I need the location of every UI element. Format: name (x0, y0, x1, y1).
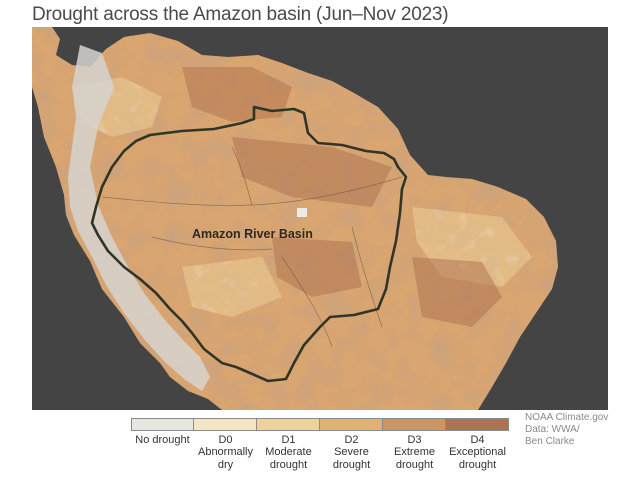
basin-label: Amazon River Basin (192, 227, 313, 241)
legend-code: D0 (218, 434, 233, 446)
rivers (101, 146, 403, 348)
legend-description: Abnormally dry (197, 446, 254, 471)
land-mass (32, 27, 558, 410)
legend-description: Severe drought (332, 446, 371, 471)
legend-swatch (383, 418, 446, 431)
credit-line: NOAA Climate.gov (525, 412, 609, 423)
credit-line: Ben Clarke (525, 436, 575, 447)
legend-code: D4 (470, 434, 485, 446)
legend-code: D3 (407, 434, 422, 446)
legend-item: D3 Extreme drought (383, 418, 446, 472)
legend-swatch (194, 418, 257, 431)
legend-swatch (131, 418, 194, 431)
legend-code: D1 (281, 434, 296, 446)
lake-marker (297, 208, 307, 217)
legend: No drought D0 Abnormally dry D1 Moderate dro… (131, 418, 509, 472)
map-svg (32, 27, 558, 410)
legend-code: D2 (344, 434, 359, 446)
legend-description: No drought (135, 434, 190, 446)
legend-swatch (257, 418, 320, 431)
legend-item: D0 Abnormally dry (194, 418, 257, 472)
credit-line: Data: WWA/ (525, 424, 580, 435)
legend-swatch (446, 418, 509, 431)
credit: NOAA Climate.gov Data: WWA/ Ben Clarke (525, 412, 608, 448)
tributary-2 (281, 256, 333, 348)
central-dark-area (232, 137, 502, 327)
tributary-3 (351, 226, 383, 328)
legend-item: D1 Moderate drought (257, 418, 320, 472)
tributary-4 (231, 146, 253, 206)
legend-description: Exceptional drought (449, 446, 506, 471)
legend-item: No drought (131, 418, 194, 472)
legend-description: Extreme drought (394, 446, 435, 471)
drought-map (32, 27, 608, 410)
andes-highlands (68, 45, 210, 391)
legend-description: Moderate drought (265, 446, 312, 471)
basin-outline (90, 105, 408, 383)
map-title: Drought across the Amazon basin (Jun–Nov… (32, 4, 449, 25)
tributary-1 (151, 236, 273, 251)
legend-item: D4 Exceptional drought (446, 418, 509, 472)
legend-item: D2 Severe drought (320, 418, 383, 472)
light-patches (72, 77, 532, 317)
legend-swatch (320, 418, 383, 431)
